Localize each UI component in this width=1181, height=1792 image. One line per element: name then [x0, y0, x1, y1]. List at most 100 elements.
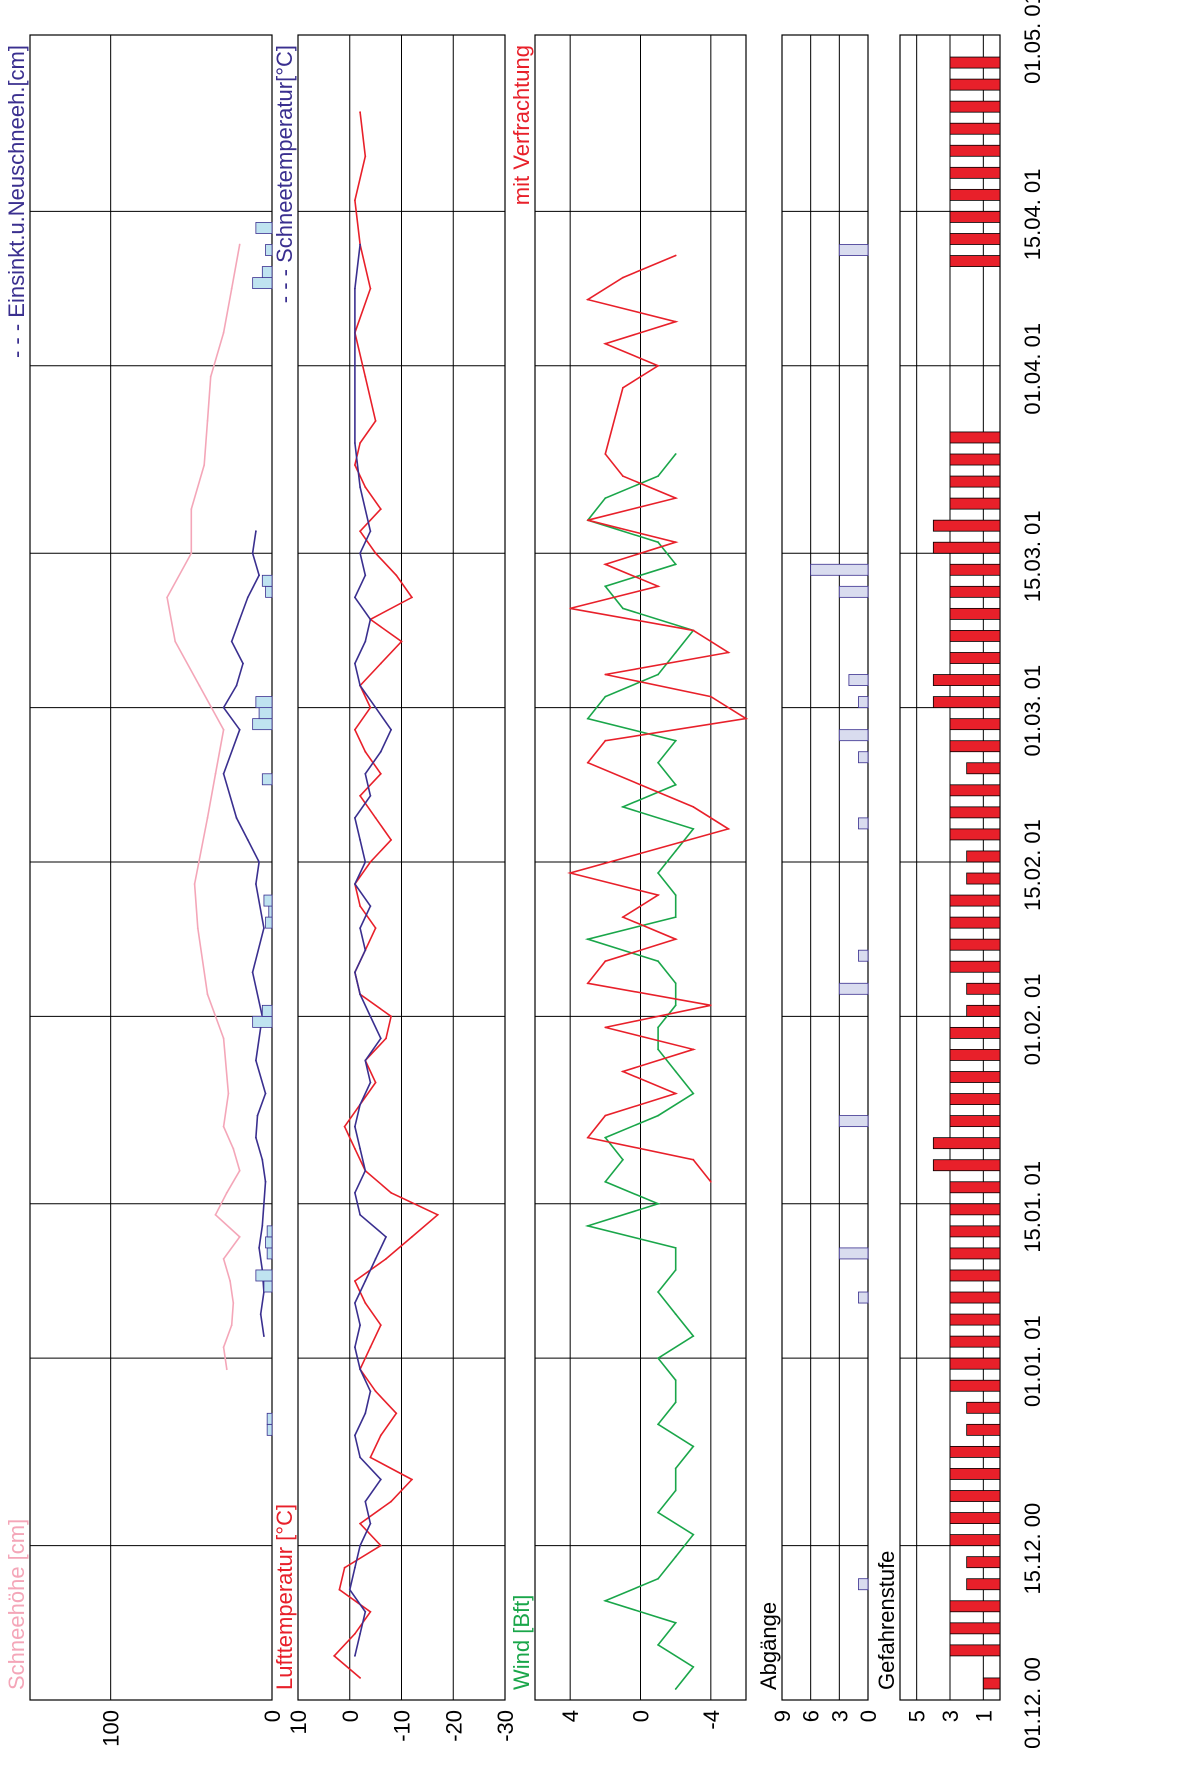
snow-point [264, 1092, 267, 1095]
snow-point [209, 375, 212, 378]
snow-label-1: - - - Einsinkt.u.Neuschneeh.[cm] [4, 45, 29, 358]
wind-point [692, 1092, 695, 1095]
date-tick-label: 01.12. 00 [1020, 1657, 1045, 1749]
date-tick-label: 01.05. 01 [1020, 0, 1045, 84]
panels-layer [29, 34, 1001, 1701]
snow-point [225, 1368, 228, 1371]
temperature-point [364, 375, 367, 378]
snow-point [258, 574, 260, 577]
temperature-point [354, 662, 356, 665]
snow-point [227, 1092, 230, 1095]
temperature-point [379, 1037, 382, 1040]
snow-bar [265, 1236, 273, 1249]
abgaenge-bar [848, 674, 869, 686]
wind-point [692, 1335, 695, 1337]
wind-point [674, 453, 677, 455]
temperature-point [374, 1081, 377, 1084]
wind-point [709, 1180, 712, 1183]
temperature-point [354, 883, 356, 885]
temperature-point [359, 1368, 361, 1371]
abgaenge-bar [858, 1578, 869, 1591]
temperature-point [364, 1059, 367, 1062]
gefahrenstufe-bar [949, 1357, 1001, 1370]
wind-point [657, 1048, 659, 1051]
abgaenge-tick-label: 3 [827, 1710, 852, 1722]
temperature-point [359, 1677, 361, 1679]
temperature-point [364, 949, 367, 952]
snow-point [255, 883, 257, 885]
abgaenge-bar [838, 585, 869, 598]
abgaenge-bar [858, 949, 869, 962]
temperature-point [436, 1213, 439, 1216]
wind-point [622, 1070, 624, 1073]
snow-point [229, 1280, 232, 1282]
temperature-tick-label: -20 [441, 1710, 466, 1742]
wind-point [657, 673, 659, 676]
wind-point [657, 1114, 659, 1117]
snow-point [238, 728, 241, 731]
abgaenge-bar [838, 729, 869, 742]
gefahrenstufe-bar [949, 563, 1001, 576]
temperature-point [354, 464, 356, 466]
wind-point [692, 828, 695, 830]
snow-point [261, 1225, 264, 1227]
temperature-point [369, 530, 372, 533]
snow-bar [265, 244, 273, 256]
gefahrenstufe-bar [949, 740, 1001, 753]
date-tick-label: 15.01. 01 [1020, 1161, 1045, 1253]
temperature-label-0: Lufttemperatur [°C] [272, 1504, 297, 1690]
snow-bar [266, 1412, 273, 1425]
gefahrenstufe-bar [966, 1401, 1001, 1414]
date-tick-label: 01.02. 01 [1020, 973, 1045, 1065]
snow-bar [263, 1280, 273, 1293]
temperature-point [348, 1588, 351, 1591]
wind-point [674, 497, 677, 499]
wind-point [569, 872, 572, 874]
snow-point [255, 1059, 257, 1062]
gefahrenstufe-label-0: Gefahrenstufe [874, 1551, 899, 1690]
wind-point [622, 475, 624, 477]
temperature-point [359, 1544, 361, 1547]
gefahrenstufe-bar [949, 1468, 1001, 1480]
date-tick-label: 15.03. 01 [1020, 510, 1045, 602]
snow-bar [266, 1423, 273, 1436]
snow-point [222, 1125, 225, 1128]
snow-point [166, 596, 169, 599]
temperature-point [390, 1500, 392, 1503]
temperature-point [369, 861, 372, 863]
gefahrenstufe-bar [949, 916, 1001, 929]
snow-point [203, 464, 206, 466]
wind-point [674, 1004, 677, 1007]
snow-series-1 [222, 531, 267, 1337]
wind-point [586, 1225, 589, 1227]
snow-point [222, 706, 225, 709]
temperature-point [364, 1610, 367, 1613]
wind-point [674, 739, 677, 742]
wind-point [674, 1269, 677, 1271]
snow-point [230, 640, 233, 643]
temperature-point [395, 1412, 398, 1415]
temperature-point [354, 1632, 356, 1635]
gefahrenstufe-bar [949, 938, 1001, 951]
abgaenge-tick-label: 9 [770, 1710, 795, 1722]
wind-point [674, 916, 677, 918]
gefahrenstufe-bar [949, 78, 1001, 91]
temperature-tick-label: 10 [286, 1710, 311, 1734]
snow-point [206, 993, 209, 996]
wind-point [622, 607, 624, 610]
temperature-point [369, 905, 372, 907]
temperature-point [369, 1081, 372, 1084]
temperature-point [359, 993, 361, 996]
snow-point [258, 861, 260, 863]
date-tick-label: 01.03. 01 [1020, 665, 1045, 757]
wind-point [674, 1688, 677, 1690]
snow-point [214, 1213, 217, 1216]
wind-point [586, 1136, 589, 1139]
gefahrenstufe-bar [949, 1093, 1001, 1105]
wind-point [674, 850, 677, 852]
snow-point [246, 839, 249, 841]
wind-point [657, 541, 659, 544]
temperature-point [333, 1655, 336, 1657]
temperature-point [359, 1522, 361, 1525]
